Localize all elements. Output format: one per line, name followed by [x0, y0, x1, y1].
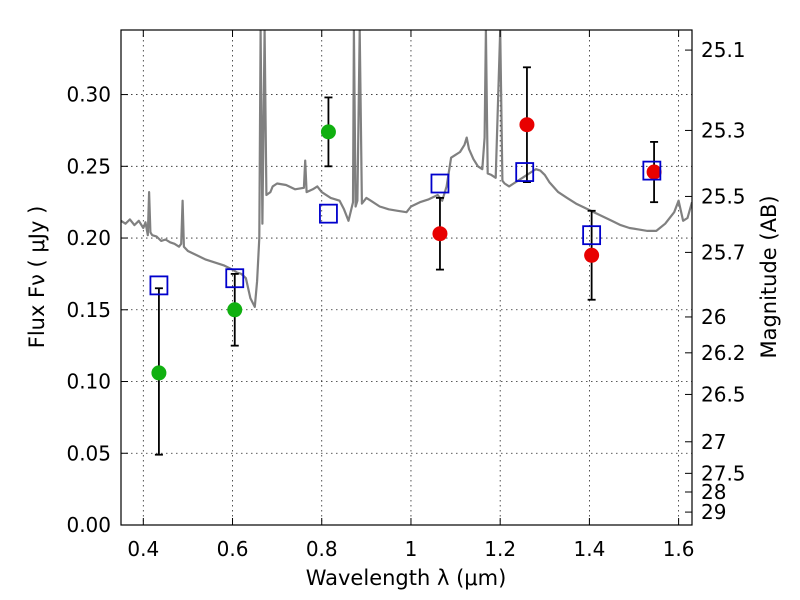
x-tick-label: 0.6 [217, 537, 249, 561]
model-photometry-point [225, 268, 245, 289]
x-tick-label: 0.4 [127, 537, 159, 561]
green-detections-point [227, 302, 243, 318]
model-photometry-point [319, 203, 338, 224]
y-tick-label: 0.00 [66, 513, 111, 537]
tick-layer: 0.4 0.6 0.8 1 1.2 1.4 1.6 0.00 0.05 0.10 0.15 0.20 0… [66, 30, 746, 561]
model-spectrum-line [121, 30, 692, 308]
red-detections-point [646, 164, 662, 180]
x-tick-label: 1 [405, 537, 418, 561]
y-tick-label: 0.05 [66, 441, 111, 465]
x-tick-label: 1.4 [573, 537, 605, 561]
green-detections-point [151, 365, 167, 381]
x-axis-title: Wavelength λ (μm) [306, 566, 507, 590]
magnitude-tick-label: 25.3 [701, 118, 746, 142]
y-tick-label: 0.20 [66, 226, 111, 250]
x-tick-label: 0.8 [306, 537, 338, 561]
y-tick-label: 0.10 [66, 370, 111, 394]
red-detections-point [519, 117, 535, 133]
plot-layer [121, 30, 692, 456]
plot-frame [120, 29, 693, 526]
magnitude-tick-label: 29 [701, 500, 726, 524]
red-detections-point [584, 247, 600, 263]
model-photometry-point [515, 162, 535, 182]
y-tick-label: 0.25 [66, 154, 111, 178]
magnitude-tick-label: 26.5 [701, 382, 746, 406]
magnitude-tick-label: 26 [701, 305, 726, 329]
model-photometry-point [149, 275, 169, 296]
model-photometry-point [430, 173, 450, 194]
magnitude-tick-label: 25.7 [701, 240, 746, 264]
green-detections-point [320, 124, 336, 140]
y-tick-label: 0.15 [66, 298, 111, 322]
magnitude-tick-label: 26.2 [701, 341, 746, 365]
magnitude-tick-label: 28 [701, 480, 726, 504]
magnitude-tick-label: 27.5 [701, 461, 746, 485]
y-axis-title: Flux Fν ( μJy ) [25, 206, 49, 349]
right-axis-title: Magnitude (AB) [757, 195, 781, 358]
red-detections-point [432, 226, 448, 242]
model-photometry-point [642, 160, 662, 181]
magnitude-tick-label: 27 [701, 430, 726, 454]
x-tick-label: 1.2 [484, 537, 516, 561]
y-tick-label: 0.30 [66, 83, 111, 107]
grid-layer [121, 30, 692, 526]
x-tick-label: 1.6 [663, 537, 695, 561]
magnitude-tick-label: 25.5 [701, 184, 746, 208]
model-photometry-point [582, 225, 602, 246]
magnitude-tick-label: 25.1 [701, 38, 746, 62]
